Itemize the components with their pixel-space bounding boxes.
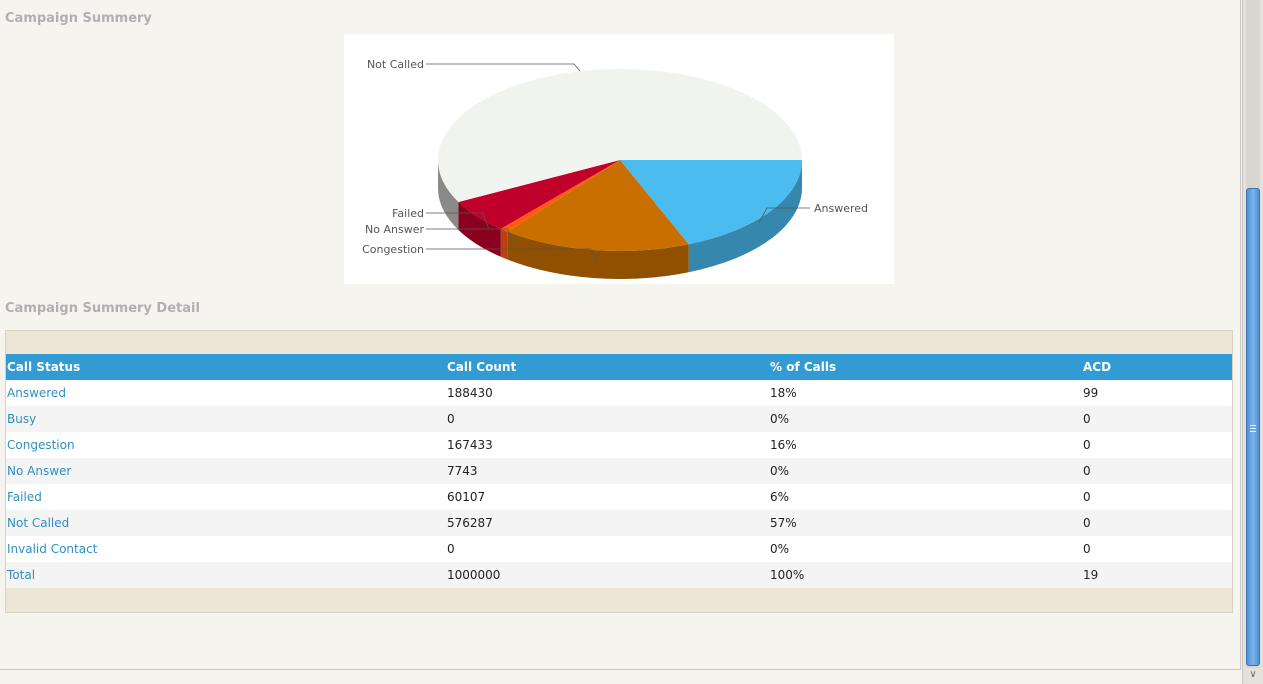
leader-line	[426, 212, 489, 229]
call-count-cell: 576287	[446, 510, 769, 536]
percent-cell: 0%	[769, 406, 1082, 432]
call-status-link[interactable]: Invalid Contact	[6, 536, 446, 562]
column-header-call-count[interactable]: Call Count	[446, 354, 769, 380]
detail-table: Call Status Call Count % of Calls ACD An…	[6, 354, 1232, 588]
pie-slice-not-called[interactable]	[438, 69, 802, 202]
percent-cell: 57%	[769, 510, 1082, 536]
column-header-call-status[interactable]: Call Status	[6, 354, 446, 380]
campaign-summary-detail-title: Campaign Summery Detail	[5, 301, 200, 316]
scrollbar-grip-icon	[1250, 425, 1256, 432]
table-row: Failed 60107 6% 0	[6, 484, 1232, 510]
vertical-scrollbar[interactable]: ∨	[1242, 0, 1263, 684]
leader-line	[426, 63, 581, 72]
call-count-cell: 60107	[446, 484, 769, 510]
pie-side-congestion	[507, 231, 689, 279]
call-status-link[interactable]: Total	[6, 562, 446, 588]
percent-cell: 18%	[769, 380, 1082, 406]
pie-label-no-answer: No Answer	[365, 223, 424, 236]
page-content: Campaign Summery Answered Congestion No An…	[0, 0, 1241, 670]
table-row: Busy 0 0% 0	[6, 406, 1232, 432]
call-status-link[interactable]: Busy	[6, 406, 446, 432]
percent-cell: 0%	[769, 458, 1082, 484]
pie-label-not-called: Not Called	[367, 58, 424, 71]
pie-label-failed: Failed	[392, 207, 424, 220]
call-status-link[interactable]: Failed	[6, 484, 446, 510]
call-status-link[interactable]: Not Called	[6, 510, 446, 536]
acd-cell: 99	[1082, 380, 1232, 406]
campaign-summary-title: Campaign Summery	[5, 11, 152, 26]
pie-label-congestion: Congestion	[362, 243, 424, 256]
table-row: Congestion 167433 16% 0	[6, 432, 1232, 458]
call-status-link[interactable]: No Answer	[6, 458, 446, 484]
pie-labels: Answered Congestion No Answer Failed Not Cal…	[362, 58, 868, 263]
table-row-total: Total 1000000 100% 19	[6, 562, 1232, 588]
acd-cell: 0	[1082, 536, 1232, 562]
table-row: Invalid Contact 0 0% 0	[6, 536, 1232, 562]
table-row: No Answer 7743 0% 0	[6, 458, 1232, 484]
pie-chart-svg: Answered Congestion No Answer Failed Not Cal…	[362, 58, 868, 279]
call-count-cell: 1000000	[446, 562, 769, 588]
call-count-cell: 7743	[446, 458, 769, 484]
pie-slice-answered[interactable]	[620, 160, 802, 245]
column-header-acd[interactable]: ACD	[1082, 354, 1232, 380]
pie-slice-congestion[interactable]	[507, 160, 689, 252]
percent-cell: 16%	[769, 432, 1082, 458]
scrollbar-thumb[interactable]	[1246, 188, 1260, 666]
acd-cell: 0	[1082, 510, 1232, 536]
percent-cell: 6%	[769, 484, 1082, 510]
call-count-cell: 0	[446, 536, 769, 562]
pie-side-not-called	[438, 160, 459, 230]
acd-cell: 19	[1082, 562, 1232, 588]
pie-side-no-answer	[500, 228, 508, 260]
pie-label-answered: Answered	[814, 202, 868, 215]
pie-chart: Answered Congestion No Answer Failed Not Cal…	[344, 34, 894, 284]
call-count-cell: 0	[446, 406, 769, 432]
acd-cell: 0	[1082, 458, 1232, 484]
pie-slice-no-answer[interactable]	[500, 160, 620, 232]
detail-panel: Call Status Call Count % of Calls ACD An…	[5, 330, 1233, 613]
percent-cell: 100%	[769, 562, 1082, 588]
leader-line	[426, 248, 598, 263]
column-header-percent-of-calls[interactable]: % of Calls	[769, 354, 1082, 380]
percent-cell: 0%	[769, 536, 1082, 562]
table-header-row: Call Status Call Count % of Calls ACD	[6, 354, 1232, 380]
table-row: Answered 188430 18% 99	[6, 380, 1232, 406]
pie-side-answered	[688, 160, 802, 273]
acd-cell: 0	[1082, 432, 1232, 458]
pie-tops	[438, 69, 802, 252]
call-status-link[interactable]: Congestion	[6, 432, 446, 458]
scroll-down-arrow-icon[interactable]: ∨	[1249, 669, 1257, 680]
call-count-cell: 188430	[446, 380, 769, 406]
pie-slice-failed[interactable]	[458, 160, 620, 229]
leader-line	[758, 207, 810, 223]
table-row: Not Called 576287 57% 0	[6, 510, 1232, 536]
call-count-cell: 167433	[446, 432, 769, 458]
acd-cell: 0	[1082, 406, 1232, 432]
call-status-link[interactable]: Answered	[6, 380, 446, 406]
acd-cell: 0	[1082, 484, 1232, 510]
leader-line	[426, 228, 514, 243]
